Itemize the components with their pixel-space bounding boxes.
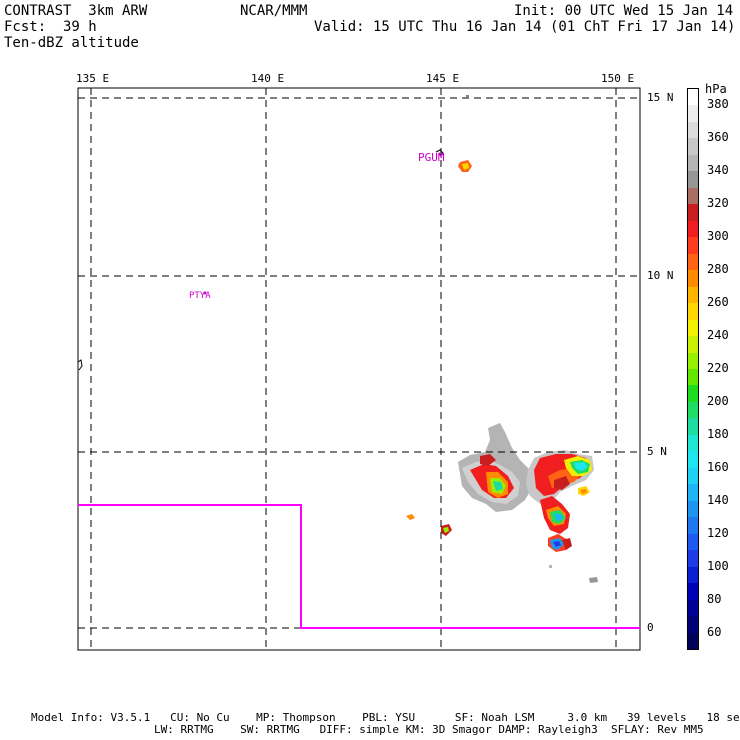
colorbar-tick-label: 220 xyxy=(707,361,729,375)
colorbar-swatch xyxy=(688,204,698,222)
colorbar-swatch xyxy=(688,286,698,304)
valid-time: Valid: 15 UTC Thu 16 Jan 14 (01 ChT Fri … xyxy=(314,19,736,35)
lon-label: 135 E xyxy=(76,72,110,85)
station-label-ptya: PTYA xyxy=(189,291,211,301)
colorbar-tick-label: 380 xyxy=(707,97,729,112)
lat-lon-grid xyxy=(78,88,640,650)
colorbar-swatch xyxy=(688,105,698,123)
colorbar-swatch xyxy=(688,385,698,403)
colorbar-swatch xyxy=(688,599,698,617)
colorbar-swatch xyxy=(688,369,698,386)
lon-label: 140 E xyxy=(251,72,285,85)
colorbar-tick-label: 300 xyxy=(707,229,729,244)
colorbar-tick-label: 140 xyxy=(707,492,729,507)
colorbar-swatch xyxy=(688,401,698,419)
colorbar-swatch xyxy=(688,154,698,172)
colorbar-tick-label: 240 xyxy=(707,328,729,343)
colorbar-swatch xyxy=(688,303,698,321)
lon-label: 145 E xyxy=(426,72,460,85)
forecast-label: Fcst: xyxy=(4,19,47,35)
model-info-line1: Model Info: V3.5.1 CU: No Cu MP: Thompso… xyxy=(31,711,740,724)
colorbar xyxy=(687,88,699,650)
colorbar-swatch xyxy=(688,484,698,502)
model-info-line2: LW: RRTMG SW: RRTMG DIFF: simple KM: 3D … xyxy=(154,723,704,736)
colorbar-swatch xyxy=(688,533,698,551)
colorbar-swatch xyxy=(688,336,698,354)
forecast-hour: 39 h xyxy=(63,19,97,35)
colorbar-swatch xyxy=(688,500,698,518)
colorbar-swatch xyxy=(688,583,698,601)
init-time: Init: 00 UTC Wed 15 Jan 14 xyxy=(514,3,734,19)
colorbar-swatch xyxy=(688,616,698,634)
colorbar-swatch xyxy=(688,467,698,485)
nested-domain-boundary xyxy=(78,504,640,629)
colorbar-swatch xyxy=(688,253,698,271)
colorbar-swatch xyxy=(688,418,698,436)
colorbar-swatch xyxy=(688,138,698,156)
model-title: CONTRAST 3km ARW xyxy=(4,3,148,19)
lon-label: 150 E xyxy=(601,72,635,85)
colorbar-tick-label: 180 xyxy=(707,426,729,441)
colorbar-swatch xyxy=(688,566,698,584)
colorbar-swatch xyxy=(688,517,698,535)
station-marker xyxy=(203,291,207,295)
colorbar-unit: hPa xyxy=(705,82,727,96)
colorbar-tick-label: 340 xyxy=(707,163,729,178)
colorbar-swatch xyxy=(688,451,698,469)
colorbar-swatch xyxy=(688,89,698,106)
colorbar-tick-label: 100 xyxy=(707,558,729,573)
field-name: Ten-dBZ altitude xyxy=(4,35,139,51)
station-label-pgum: PGUM xyxy=(418,151,445,164)
colorbar-labels: 380 360 340 320 300 280 260 240 220 200 180 160 140 1… xyxy=(705,88,739,650)
colorbar-swatch xyxy=(688,550,698,568)
colorbar-tick-label: 80 xyxy=(707,591,722,606)
colorbar-tick-label: 60 xyxy=(707,624,722,639)
colorbar-swatch xyxy=(688,220,698,238)
lat-label: 0 xyxy=(647,621,654,634)
colorbar-tick-label: 120 xyxy=(707,525,729,540)
colorbar-tick-label: 200 xyxy=(707,393,729,408)
colorbar-swatch xyxy=(688,632,698,650)
colorbar-swatch xyxy=(688,237,698,255)
colorbar-tick-label: 160 xyxy=(707,459,729,474)
colorbar-swatch xyxy=(688,434,698,452)
colorbar-swatch xyxy=(688,352,698,370)
station-marker xyxy=(438,152,442,156)
echo-top-fields xyxy=(406,160,598,583)
colorbar-tick-label: 360 xyxy=(707,130,729,145)
colorbar-swatch xyxy=(688,121,698,139)
colorbar-swatch xyxy=(688,187,698,205)
coastlines xyxy=(77,95,469,371)
colorbar-tick-label: 260 xyxy=(707,295,729,310)
colorbar-tick-label: 320 xyxy=(707,196,729,211)
colorbar-swatch xyxy=(688,319,698,337)
center-name: NCAR/MMM xyxy=(240,3,308,19)
lat-label: 5 N xyxy=(647,445,667,458)
map-frame xyxy=(77,87,641,651)
lat-label: 10 N xyxy=(647,269,674,282)
colorbar-swatch xyxy=(688,270,698,288)
colorbar-swatch xyxy=(688,171,698,189)
lat-label: 15 N xyxy=(647,91,674,104)
colorbar-tick-label: 280 xyxy=(707,262,729,277)
